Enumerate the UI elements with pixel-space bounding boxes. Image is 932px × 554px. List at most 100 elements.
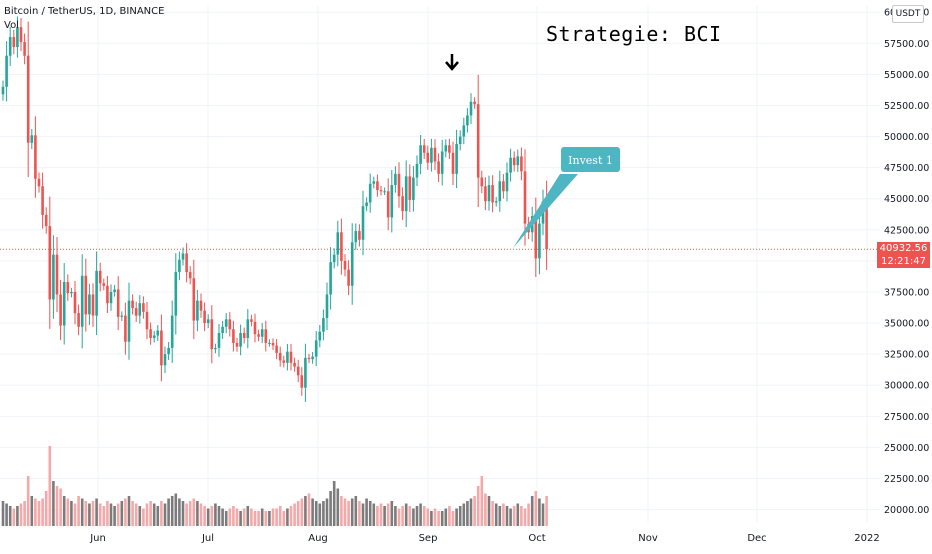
candle-body — [113, 289, 116, 292]
volume-bar — [422, 506, 426, 526]
candle-body — [124, 315, 127, 342]
volume-bar — [365, 498, 368, 526]
volume-bar — [152, 503, 156, 526]
price-tick-label: 20000.00 — [884, 505, 929, 516]
time-tick-label: Dec — [747, 533, 766, 544]
volume-bar — [109, 503, 113, 526]
candle-body — [160, 330, 163, 366]
candle-body — [5, 55, 8, 87]
volume-bar — [271, 508, 275, 526]
volume-bar — [347, 501, 350, 526]
volume-bar — [124, 498, 127, 526]
candle-body — [203, 310, 206, 324]
volume-bar — [55, 486, 59, 526]
volume-bar — [1, 501, 5, 526]
volume-bar — [116, 503, 120, 526]
volume-bar — [433, 508, 437, 526]
volume-bar — [318, 503, 322, 526]
candle-body — [314, 340, 318, 357]
volume-bar — [62, 496, 66, 526]
volume-bar — [530, 496, 534, 526]
candle-body — [16, 27, 19, 48]
volume-bar — [466, 501, 469, 526]
candle-body — [23, 42, 26, 56]
volume-bar — [372, 503, 376, 526]
candle-body — [134, 308, 138, 316]
volume-bar — [167, 498, 170, 526]
volume-bar — [188, 501, 192, 526]
price-tick-label: 47500.00 — [884, 163, 929, 174]
volume-label: Vol — [4, 20, 19, 31]
volume-bar — [228, 508, 232, 526]
volume-bar — [221, 508, 224, 526]
candle-body — [466, 115, 469, 126]
volume-bar — [16, 506, 19, 526]
candle-body — [149, 329, 152, 338]
candle-body — [419, 145, 422, 164]
price-tick-label: 32500.00 — [884, 350, 929, 361]
volume-bar — [379, 503, 383, 526]
candle-body — [361, 206, 365, 240]
volume-bar — [98, 503, 102, 526]
candle-body — [88, 294, 91, 315]
volume-bar — [476, 486, 480, 526]
volume-bar — [239, 511, 242, 526]
candle-body — [329, 262, 332, 295]
volume-bar — [332, 481, 336, 526]
candle-body — [476, 104, 480, 178]
candle-body — [59, 294, 62, 326]
volume-bar — [336, 488, 340, 526]
candle-body — [264, 329, 268, 343]
volume-bar — [480, 476, 484, 526]
volume-bar — [95, 498, 98, 526]
currency-selector[interactable]: USDT — [892, 5, 924, 23]
candle-body — [379, 190, 383, 192]
volume-bar — [286, 508, 289, 526]
candle-body — [444, 145, 448, 152]
candle-body — [73, 291, 77, 314]
candle-body — [70, 291, 73, 294]
candle-body — [268, 342, 271, 344]
price-tick-label: 37500.00 — [884, 287, 929, 298]
candle-body — [131, 300, 134, 309]
volume-bar — [192, 498, 196, 526]
candle-body — [523, 171, 527, 224]
candle-body — [473, 101, 476, 105]
price-tick-label: 57500.00 — [884, 39, 929, 50]
candle-body — [120, 315, 124, 317]
candle-body — [505, 172, 509, 192]
volume-bar — [210, 506, 214, 526]
volume-bar — [358, 501, 361, 526]
volume-bar — [509, 508, 512, 526]
symbol-header: Bitcoin / TetherUS, 1D, BINANCE — [4, 6, 165, 17]
volume-bar — [534, 491, 538, 526]
candle-body — [498, 181, 502, 202]
candle-body — [538, 223, 541, 259]
invest-callout[interactable] — [561, 147, 620, 172]
candle-body — [458, 136, 462, 145]
volume-bar — [131, 501, 134, 526]
volume-bar — [66, 498, 70, 526]
candle-body — [365, 202, 368, 207]
candle-body — [397, 173, 401, 197]
volume-bar — [394, 506, 397, 526]
volume-bar — [361, 503, 365, 526]
volume-bar — [206, 508, 210, 526]
price-tick-label: 30000.00 — [884, 381, 929, 392]
volume-bar — [106, 501, 109, 526]
volume-bar — [199, 503, 203, 526]
candle-body — [340, 232, 343, 261]
volume-bar — [401, 506, 404, 526]
candle-body — [12, 37, 16, 48]
candle-body — [401, 196, 404, 212]
candle-body — [260, 329, 264, 337]
price-tick-label: 25000.00 — [884, 443, 929, 454]
volume-bar — [113, 506, 116, 526]
candle-body — [422, 145, 426, 153]
invest-callout-label: Invest 1 — [568, 154, 613, 167]
candle-body — [343, 260, 347, 270]
candle-body — [44, 214, 48, 227]
volume-bar — [444, 508, 448, 526]
